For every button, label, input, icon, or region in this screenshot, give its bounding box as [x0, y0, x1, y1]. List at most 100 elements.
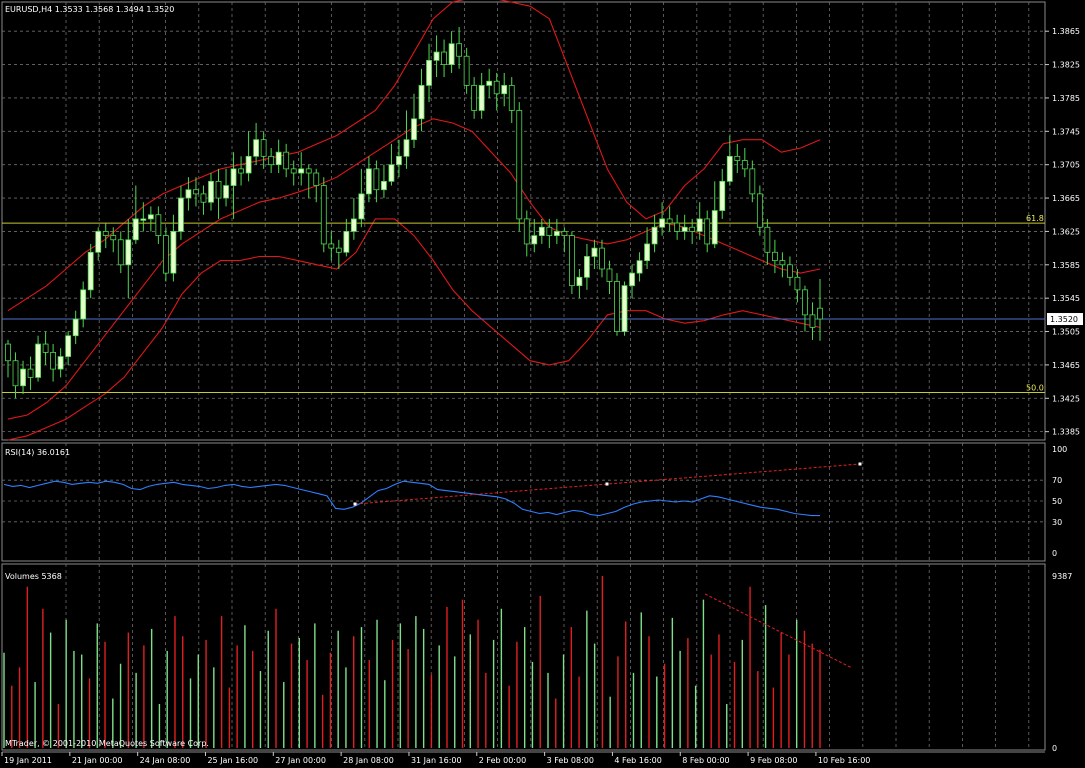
panel-border — [1, 442, 1046, 562]
candle-body — [110, 235, 117, 241]
candle-body — [57, 356, 64, 370]
candle-body — [651, 226, 658, 245]
candle-body — [561, 231, 568, 237]
candle-body — [719, 180, 726, 211]
rsi-tick-label: 0 — [1052, 549, 1057, 558]
candle-body — [426, 60, 432, 86]
trendline-anchor[interactable] — [353, 502, 357, 506]
candle-body — [809, 314, 816, 328]
candle-body — [283, 151, 290, 170]
candle-body — [245, 155, 252, 174]
candle-body — [501, 85, 508, 95]
current-price-label: 1.3520 — [1050, 315, 1078, 324]
candle-body — [599, 247, 605, 270]
x-tick-label: 21 Jan 00:00 — [72, 756, 123, 765]
candle-body — [403, 139, 410, 157]
candle-body — [260, 139, 267, 157]
candle-body — [350, 218, 357, 232]
y-tick-label: 1.3425 — [1052, 394, 1080, 403]
candle-body — [208, 180, 214, 203]
rsi-tick-label: 70 — [1052, 476, 1062, 485]
candle-body — [335, 247, 342, 253]
candle-body — [644, 243, 650, 262]
candle-body — [817, 307, 823, 320]
y-tick-label: 1.3705 — [1052, 161, 1080, 170]
candle-body — [343, 231, 350, 253]
candle-body — [170, 231, 177, 274]
candle-body — [674, 222, 681, 232]
y-tick-label: 1.3545 — [1052, 294, 1080, 303]
candle-body — [72, 318, 79, 337]
candle-body — [576, 276, 583, 287]
y-tick-label: 1.3385 — [1052, 428, 1080, 437]
candle-body — [794, 276, 801, 291]
y-tick-label: 1.3665 — [1052, 194, 1080, 203]
y-tick-label: 1.3505 — [1052, 328, 1080, 337]
y-tick-label: 1.3865 — [1052, 27, 1080, 36]
candle-body — [381, 180, 387, 191]
trendline-anchor[interactable] — [605, 482, 609, 486]
candle-body — [689, 226, 696, 232]
candle-body — [531, 235, 538, 245]
candle-body — [313, 172, 320, 186]
rsi-tick-label: 50 — [1052, 497, 1062, 506]
candle-body — [606, 268, 613, 282]
candle-body — [65, 335, 72, 357]
candle-body — [433, 51, 440, 61]
candle-body — [373, 168, 380, 191]
candle-body — [441, 51, 447, 65]
bollinger-middle — [7, 118, 821, 420]
candle-body — [493, 80, 500, 95]
volume-trendline[interactable] — [704, 593, 853, 669]
panel-border — [1, 563, 1046, 751]
candle-body — [629, 272, 635, 287]
x-tick-label: 27 Jan 00:00 — [275, 756, 326, 765]
candle-body — [696, 218, 703, 232]
candle-body — [463, 55, 470, 86]
candle-body — [185, 189, 192, 199]
volume-tick-label: 9387 — [1052, 572, 1072, 581]
x-tick-label: 4 Feb 16:00 — [614, 756, 661, 765]
candle-body — [411, 118, 417, 141]
candle-body — [20, 368, 26, 387]
candle-body — [666, 218, 673, 224]
x-tick-label: 25 Jan 16:00 — [207, 756, 258, 765]
candle-body — [5, 343, 11, 362]
candle-body — [12, 360, 19, 387]
candle-body — [125, 239, 132, 266]
candle-body — [471, 85, 478, 111]
candle-body — [275, 151, 282, 166]
candle-body — [193, 189, 199, 195]
y-tick-label: 1.3825 — [1052, 61, 1080, 70]
candle-body — [223, 185, 229, 199]
candle-body — [42, 343, 49, 353]
candle-body — [516, 110, 523, 220]
candle-body — [132, 218, 139, 241]
candle-body — [320, 185, 327, 245]
candle-body — [365, 168, 372, 195]
trendline-anchor[interactable] — [858, 462, 862, 466]
candle-body — [779, 260, 786, 266]
candle-body — [584, 256, 590, 278]
candles — [5, 27, 823, 399]
candle-body — [328, 243, 335, 249]
candle-body — [268, 155, 275, 166]
candle-body — [396, 155, 402, 166]
candle-body — [749, 168, 756, 195]
candle-body — [305, 168, 312, 174]
candle-body — [147, 214, 154, 220]
candle-body — [523, 218, 530, 245]
candle-body — [704, 218, 711, 245]
candle-body — [614, 281, 620, 332]
rsi-tick-label: 100 — [1052, 445, 1067, 454]
y-tick-label: 1.3625 — [1052, 227, 1080, 236]
y-tick-label: 1.3785 — [1052, 94, 1080, 103]
candle-body — [771, 251, 778, 262]
rsi-trendline[interactable] — [354, 463, 861, 505]
candle-body — [87, 251, 94, 291]
candle-body — [456, 43, 463, 57]
candle-body — [478, 85, 485, 111]
candle-body — [388, 164, 395, 182]
candle-body — [538, 226, 545, 236]
